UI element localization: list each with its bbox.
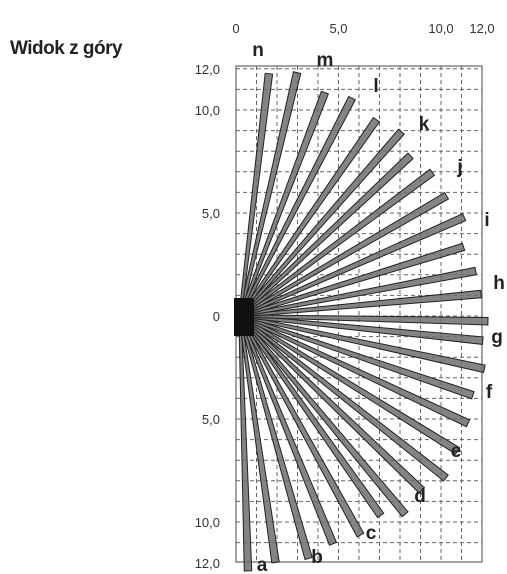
zone-label-j: j xyxy=(456,157,462,178)
top-tick-label: 5,0 xyxy=(329,21,347,36)
sensor xyxy=(234,298,254,336)
left-tick-label: 12,0 xyxy=(195,556,220,571)
zone-label-e: e xyxy=(451,441,462,462)
zone-label-h: h xyxy=(493,273,505,294)
zone-label-d: d xyxy=(414,486,426,507)
left-tick-label: 10,0 xyxy=(195,103,220,118)
zone-label-a: a xyxy=(257,555,268,574)
left-tick-label: 0 xyxy=(213,309,220,324)
left-tick-label: 12,0 xyxy=(195,62,220,77)
zone-label-k: k xyxy=(419,114,430,135)
zone-labels: a b c d e f g h i j k l m n xyxy=(252,40,505,574)
zone-label-g: g xyxy=(491,327,503,348)
zone-label-m: m xyxy=(317,50,334,71)
top-tick-label: 10,0 xyxy=(428,21,453,36)
zone-label-i: i xyxy=(484,210,489,231)
view-title: Widok z góry xyxy=(10,38,123,59)
zone-label-l: l xyxy=(373,76,378,97)
zone-label-f: f xyxy=(486,382,493,403)
zone-label-b: b xyxy=(311,547,323,568)
zone-label-c: c xyxy=(366,523,377,544)
left-tick-label: 5,0 xyxy=(202,206,220,221)
zone-label-n: n xyxy=(252,40,264,61)
left-tick-label: 10,0 xyxy=(195,515,220,530)
left-tick-label: 5,0 xyxy=(202,412,220,427)
detection-beams xyxy=(238,71,489,572)
top-axis: 0 5,0 10,0 12,0 xyxy=(232,21,494,36)
beam-k xyxy=(238,152,414,318)
left-axis: 12,0 10,0 5,0 0 5,0 10,0 12,0 xyxy=(195,62,220,571)
top-tick-label: 0 xyxy=(232,21,239,36)
top-tick-label: 12,0 xyxy=(469,21,494,36)
